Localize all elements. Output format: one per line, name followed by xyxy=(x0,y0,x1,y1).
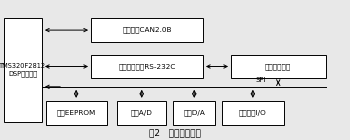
Bar xyxy=(222,101,284,125)
Text: 现场人机界面: 现场人机界面 xyxy=(265,63,291,70)
Text: SPI: SPI xyxy=(256,77,266,83)
Text: 现场显示接口RS-232C: 现场显示接口RS-232C xyxy=(118,63,176,70)
Text: 网络接口CAN2.0B: 网络接口CAN2.0B xyxy=(122,27,172,33)
Bar xyxy=(117,101,166,125)
Bar xyxy=(46,101,107,125)
Text: 扩展A/D: 扩展A/D xyxy=(131,109,153,116)
Bar xyxy=(4,18,42,122)
Bar xyxy=(91,55,203,78)
Text: 扩展D/A: 扩展D/A xyxy=(183,109,205,116)
Bar xyxy=(231,55,326,78)
Bar xyxy=(173,101,215,125)
Text: 图2   硬件体系结构: 图2 硬件体系结构 xyxy=(149,128,201,137)
Bar xyxy=(91,18,203,42)
Text: 扩展开关I/O: 扩展开关I/O xyxy=(239,109,267,116)
Text: TMS320F2812
DSP硬件内核: TMS320F2812 DSP硬件内核 xyxy=(0,63,46,77)
Text: 扩展EEPROM: 扩展EEPROM xyxy=(56,109,96,116)
